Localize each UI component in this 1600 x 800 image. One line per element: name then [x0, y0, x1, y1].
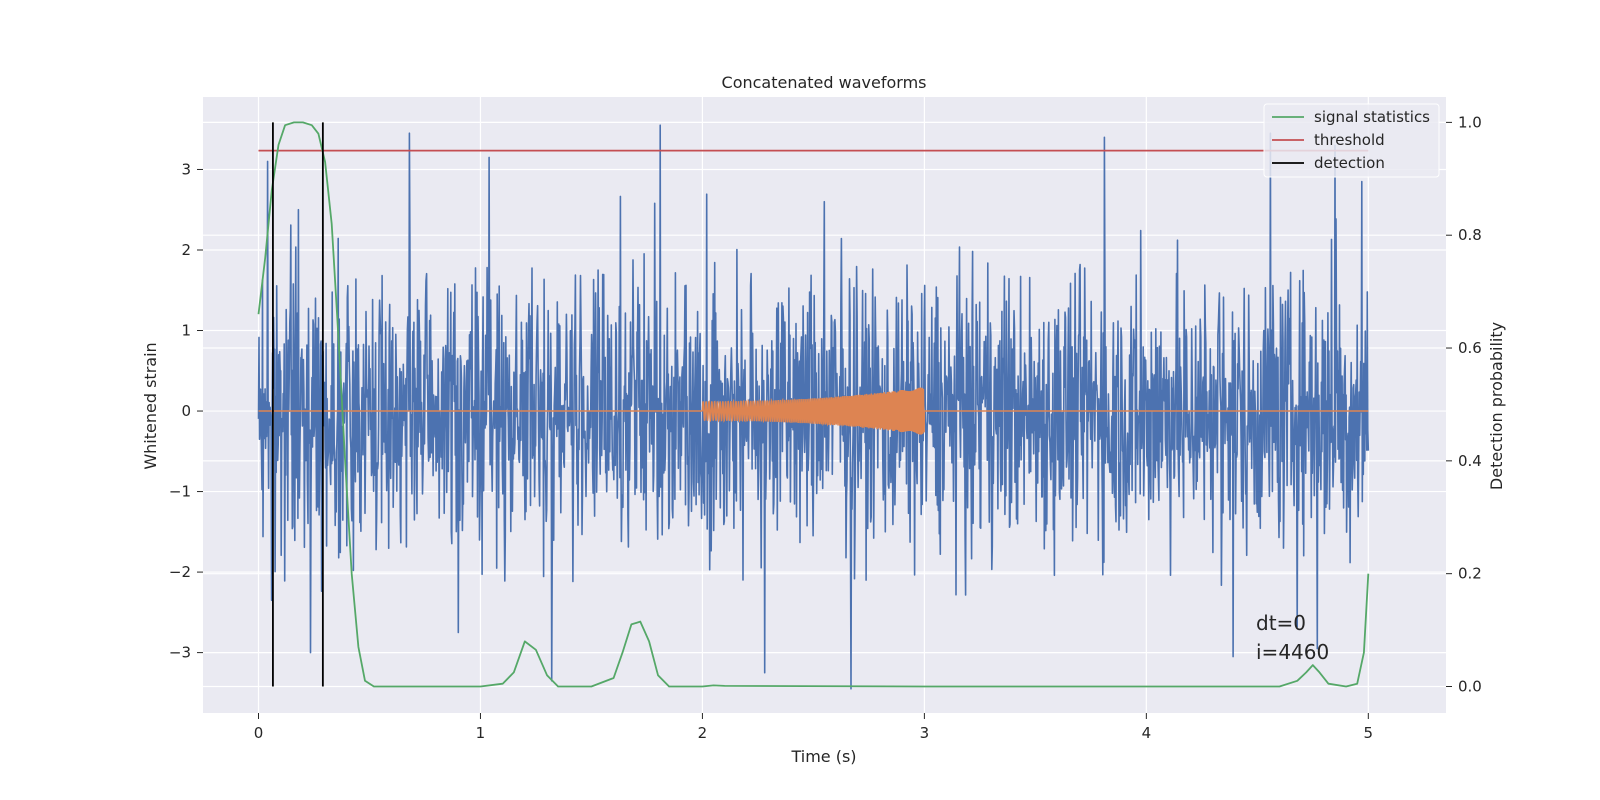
y2-tick-label: 0.8: [1458, 226, 1482, 244]
signal-statistics-series: [257, 121, 1370, 688]
signal-statistics-line: [257, 121, 1370, 688]
y2-tick-label: 0.2: [1458, 565, 1482, 583]
legend-label-threshold: threshold: [1314, 131, 1385, 149]
y-tick-label: 2: [181, 241, 191, 259]
y2-tick-label: 0.0: [1458, 677, 1482, 695]
waveform-series: [258, 387, 1369, 435]
x-tick-label: 5: [1364, 724, 1374, 742]
y2-axis-label: Detection probability: [1487, 322, 1506, 490]
x-tick-label: 4: [1142, 724, 1152, 742]
legend: signal statistics threshold detection: [1263, 103, 1440, 178]
legend-label-signal-statistics: signal statistics: [1314, 108, 1430, 126]
y-tick-label: 1: [181, 322, 191, 340]
y-tick-label: −1: [169, 483, 191, 501]
chart-title: Concatenated waveforms: [722, 73, 927, 92]
legend-box: [1263, 103, 1440, 178]
y-axis-label: Whitened strain: [141, 342, 160, 469]
y-tick-label: 3: [181, 160, 191, 178]
y-tick-label: −2: [169, 563, 191, 581]
x-tick-label: 1: [476, 724, 486, 742]
y2-tick-label: 0.6: [1458, 339, 1482, 357]
annotation-dt: dt=0: [1256, 611, 1306, 635]
legend-label-detection: detection: [1314, 154, 1385, 172]
strain-series: [257, 124, 1370, 690]
annotation-index: i=4460: [1256, 640, 1329, 664]
y2-tick-label: 1.0: [1458, 113, 1482, 131]
x-tick-label: 3: [920, 724, 930, 742]
y-tick-label: 0: [181, 402, 191, 420]
strain-line: [257, 124, 1370, 690]
x-tick-label: 2: [698, 724, 708, 742]
x-axis-label: Time (s): [790, 747, 856, 766]
x-tick-label: 0: [254, 724, 264, 742]
y-tick-label: −3: [169, 644, 191, 662]
axes: 0 1 2 3 4 5 −3 −2 −1 0 1 2 3 0.0 0.2 0.4 0.6 0.8 1.0: [169, 113, 1482, 742]
y2-tick-label: 0.4: [1458, 452, 1482, 470]
detection-series: [272, 122, 324, 687]
waveform-line: [258, 387, 1369, 435]
